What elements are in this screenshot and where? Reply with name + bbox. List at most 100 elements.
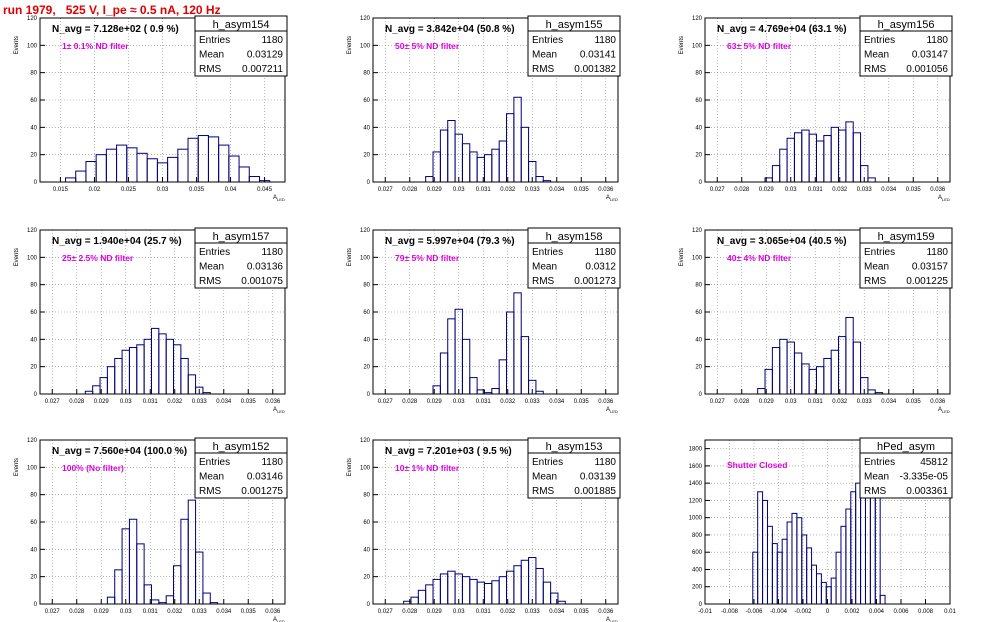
x-tick-label: 0.035 [574,609,590,615]
x-tick-label: 0.027 [710,399,726,405]
histogram-bin [114,569,123,605]
histogram-bin [806,547,813,605]
stats-label: Mean [864,262,889,273]
histogram-bin [757,491,764,605]
stats-box: h_asym155 Entries 1180 Mean 0.03141 RMS 0.0013… [527,15,621,77]
stats-value: 1180 [594,247,616,258]
y-tick-label: 20 [30,575,37,581]
histogram-bin [840,525,847,605]
y-tick-label: 100 [692,255,703,261]
y-tick-label: 40 [30,547,37,553]
histogram-bin [483,583,493,605]
x-tick-label: 0.035 [574,187,590,193]
x-tick-label: 0.028 [734,399,750,405]
histogram-bin [238,166,250,183]
x-tick-label: -0.008 [721,609,739,615]
x-tick-label: 0.032 [500,187,516,193]
stats-value: 0.001225 [906,276,948,287]
x-tick-label: 0.04 [225,187,237,193]
histogram-bin [845,316,854,395]
histogram-bin [879,594,886,605]
x-tick-label: 0.045 [257,187,273,193]
histogram-bin [425,176,434,183]
y-tick-label: 120 [27,16,38,22]
histogram-bin [447,570,456,605]
y-tick-label: 40 [363,547,370,553]
stats-box-frame [194,15,288,77]
histogram-bin [830,577,837,605]
filter-annotation: 40± 4% ND filter [727,253,792,263]
y-tick-label: 600 [692,550,703,556]
histogram-panel-h_asym155: 0.027 0.028 0.029 0.03 0.031 0.032 0.033 0.034 0… [347,15,621,202]
y-tick-label: 800 [692,533,703,539]
stats-value: 1180 [594,457,616,468]
histogram-bin [535,176,544,183]
x-tick-label: 0.032 [167,609,183,615]
stats-label: Mean [199,262,224,273]
x-tick-label: 0.036 [265,609,281,615]
histogram-bin [177,148,189,183]
y-tick-label: 20 [30,153,37,159]
histogram-bin [187,374,197,395]
histogram-name: h_asym153 [546,441,603,453]
stats-label: Mean [532,262,557,273]
x-tick-label: 0.031 [143,609,159,615]
x-tick-label: 0.034 [881,187,897,193]
histogram-bin [95,154,107,183]
histogram-bin [106,366,116,395]
x-tick-label: 0.031 [476,187,492,193]
histogram-bin [410,596,419,605]
filter-annotation: 63± 5% ND filter [727,41,792,51]
x-tick-label: 0.031 [476,609,492,615]
x-tick-label: 0.035 [906,187,922,193]
x-axis-title: ALED [938,407,950,414]
x-tick-label: 0.033 [192,399,208,405]
histogram-panel-h_asym152: 0.027 0.028 0.029 0.03 0.031 0.032 0.033 0.034 0… [14,437,288,622]
y-tick-label: 100 [27,465,38,471]
x-tick-label: 0.027 [710,187,726,193]
x-tick-label: 0.006 [893,609,909,615]
histogram-bin [528,557,537,605]
stats-value: 0.03157 [912,262,949,273]
histogram-bin [150,599,160,605]
x-tick-label: 0 [826,609,830,615]
x-tick-label: 0.036 [930,399,946,405]
histogram-bin [535,567,544,605]
x-tick-label: 0.029 [427,609,443,615]
histogram-panel-h_asym156: 0.027 0.028 0.029 0.03 0.031 0.032 0.033 0.034 0… [679,15,953,202]
x-tick-label: 0.027 [378,187,394,193]
histogram-bin [811,564,817,605]
x-tick-label: 0.036 [930,187,946,193]
x-tick-label: 0.032 [832,399,848,405]
stats-box-frame [859,437,953,499]
histogram-name: h_asym158 [546,231,603,243]
histogram-bin [447,120,456,183]
stats-label: RMS [199,64,222,75]
x-tick-label: 0.004 [869,609,885,615]
stats-value: 0.0312 [585,262,616,273]
x-axis-title: ALED [606,195,618,202]
y-tick-label: 0 [34,392,38,398]
histogram-bin [781,538,788,605]
stats-value: 0.03136 [247,262,284,273]
x-tick-label: 0.031 [476,399,492,405]
stats-box: h_asym157 Entries 1180 Mean 0.03136 RMS 0.0010… [194,227,288,289]
x-tick-label: 0.027 [378,399,394,405]
y-tick-label: 20 [695,153,702,159]
histogram-bin [815,573,822,605]
x-tick-label: 0.032 [832,187,848,193]
filter-annotation: 50± 5% ND filter [395,41,460,51]
y-tick-label: 120 [27,438,38,444]
x-tick-label: 0.034 [216,609,232,615]
histogram-bin [248,176,260,183]
x-tick-label: -0.006 [745,609,763,615]
stats-label: Mean [199,50,224,61]
x-tick-label: 0.034 [549,609,565,615]
x-tick-label: 0.02 [89,187,101,193]
y-tick-label: 0 [367,602,371,608]
histogram-bin [197,135,209,183]
stats-label: Mean [532,472,557,483]
histogram-bin [520,336,530,395]
stats-value: 1180 [926,35,948,46]
